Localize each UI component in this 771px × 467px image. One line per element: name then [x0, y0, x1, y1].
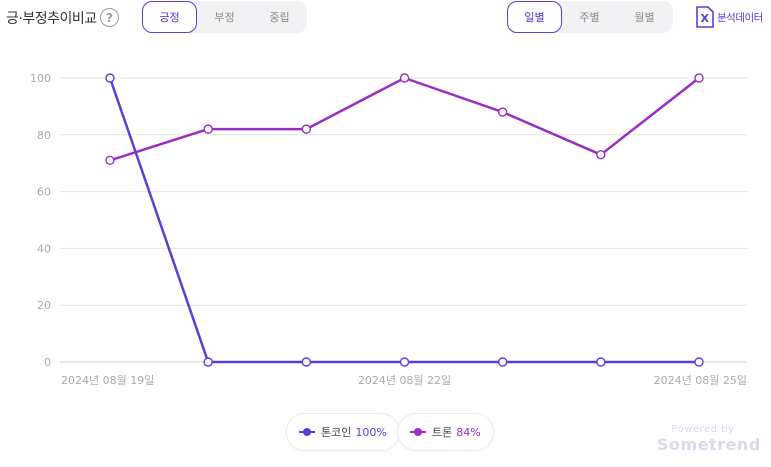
- help-icon[interactable]: ?: [100, 8, 119, 27]
- export-data-button[interactable]: X 분석데이터: [695, 6, 763, 28]
- data-point-series2: [596, 149, 606, 160]
- data-point-series1: [694, 357, 704, 367]
- tab-weekly[interactable]: 주별: [579, 11, 600, 24]
- excel-icon-letter: X: [701, 12, 710, 25]
- excel-icon: X: [696, 6, 714, 28]
- legend-item-series2[interactable]: 트론 84%: [397, 413, 494, 451]
- data-point-series1: [105, 73, 115, 83]
- legend-swatch-series1: [299, 427, 315, 437]
- period-tab-group: 일별 주별 월별: [507, 1, 673, 33]
- data-point-series2: [497, 107, 508, 117]
- y-tick-label: 100: [30, 72, 51, 85]
- section-title: 긍·부정추이비교: [6, 11, 97, 27]
- data-point-series2: [105, 155, 115, 166]
- line-chart: 0 20 40 60 80 100 2024년 08월 19일 2024년 08월 22일 20…: [30, 72, 747, 387]
- data-point-series2: [694, 73, 704, 83]
- tab-positive[interactable]: 긍정: [142, 1, 197, 33]
- data-point-series1: [399, 357, 410, 367]
- powered-by-text: Powered by: [671, 424, 735, 435]
- brand-name: Sometrend: [657, 435, 761, 454]
- axis-layer: 0 20 40 60 80 100 2024년 08월 19일 2024년 08월 22일 20…: [30, 72, 747, 387]
- tab-neutral[interactable]: 중립: [269, 11, 290, 24]
- tab-negative[interactable]: 부정: [214, 11, 235, 24]
- data-point-series1: [497, 357, 508, 367]
- tab-daily[interactable]: 일별: [507, 1, 562, 33]
- y-tick-label: 0: [44, 356, 51, 369]
- data-point-series2: [301, 124, 312, 134]
- y-tick-label: 80: [37, 129, 51, 142]
- series-line-2: [109, 76, 700, 162]
- export-label: 분석데이터: [717, 11, 763, 24]
- y-tick-label: 20: [37, 299, 51, 312]
- powered-by-logo: Powered by Sometrend: [657, 424, 761, 454]
- legend-value-series1: 100%: [355, 425, 387, 439]
- y-tick-label: 60: [37, 186, 51, 199]
- x-tick-label: 2024년 08월 19일: [61, 373, 154, 387]
- legend-label-series2: 트론: [432, 426, 453, 439]
- y-tick-label: 40: [37, 242, 51, 255]
- data-point-series2: [399, 73, 410, 83]
- legend-value-series2: 84%: [456, 425, 481, 439]
- sentiment-tab-group: 긍정 부정 중립: [142, 1, 307, 33]
- series-layer: [105, 73, 704, 367]
- legend-label-series1: 톤코인: [321, 426, 352, 439]
- x-tick-label: 2024년 08월 25일: [654, 373, 747, 387]
- data-point-series1: [203, 357, 213, 367]
- legend-item-series1[interactable]: 톤코인 100%: [286, 413, 400, 451]
- series-line-1: [108, 77, 699, 364]
- data-point-series1: [596, 357, 606, 367]
- x-tick-label: 2024년 08월 22일: [358, 373, 451, 387]
- tab-monthly[interactable]: 월별: [634, 11, 655, 24]
- data-point-series2: [203, 124, 213, 134]
- legend-swatch-series2: [410, 427, 426, 437]
- data-point-series1: [301, 357, 312, 367]
